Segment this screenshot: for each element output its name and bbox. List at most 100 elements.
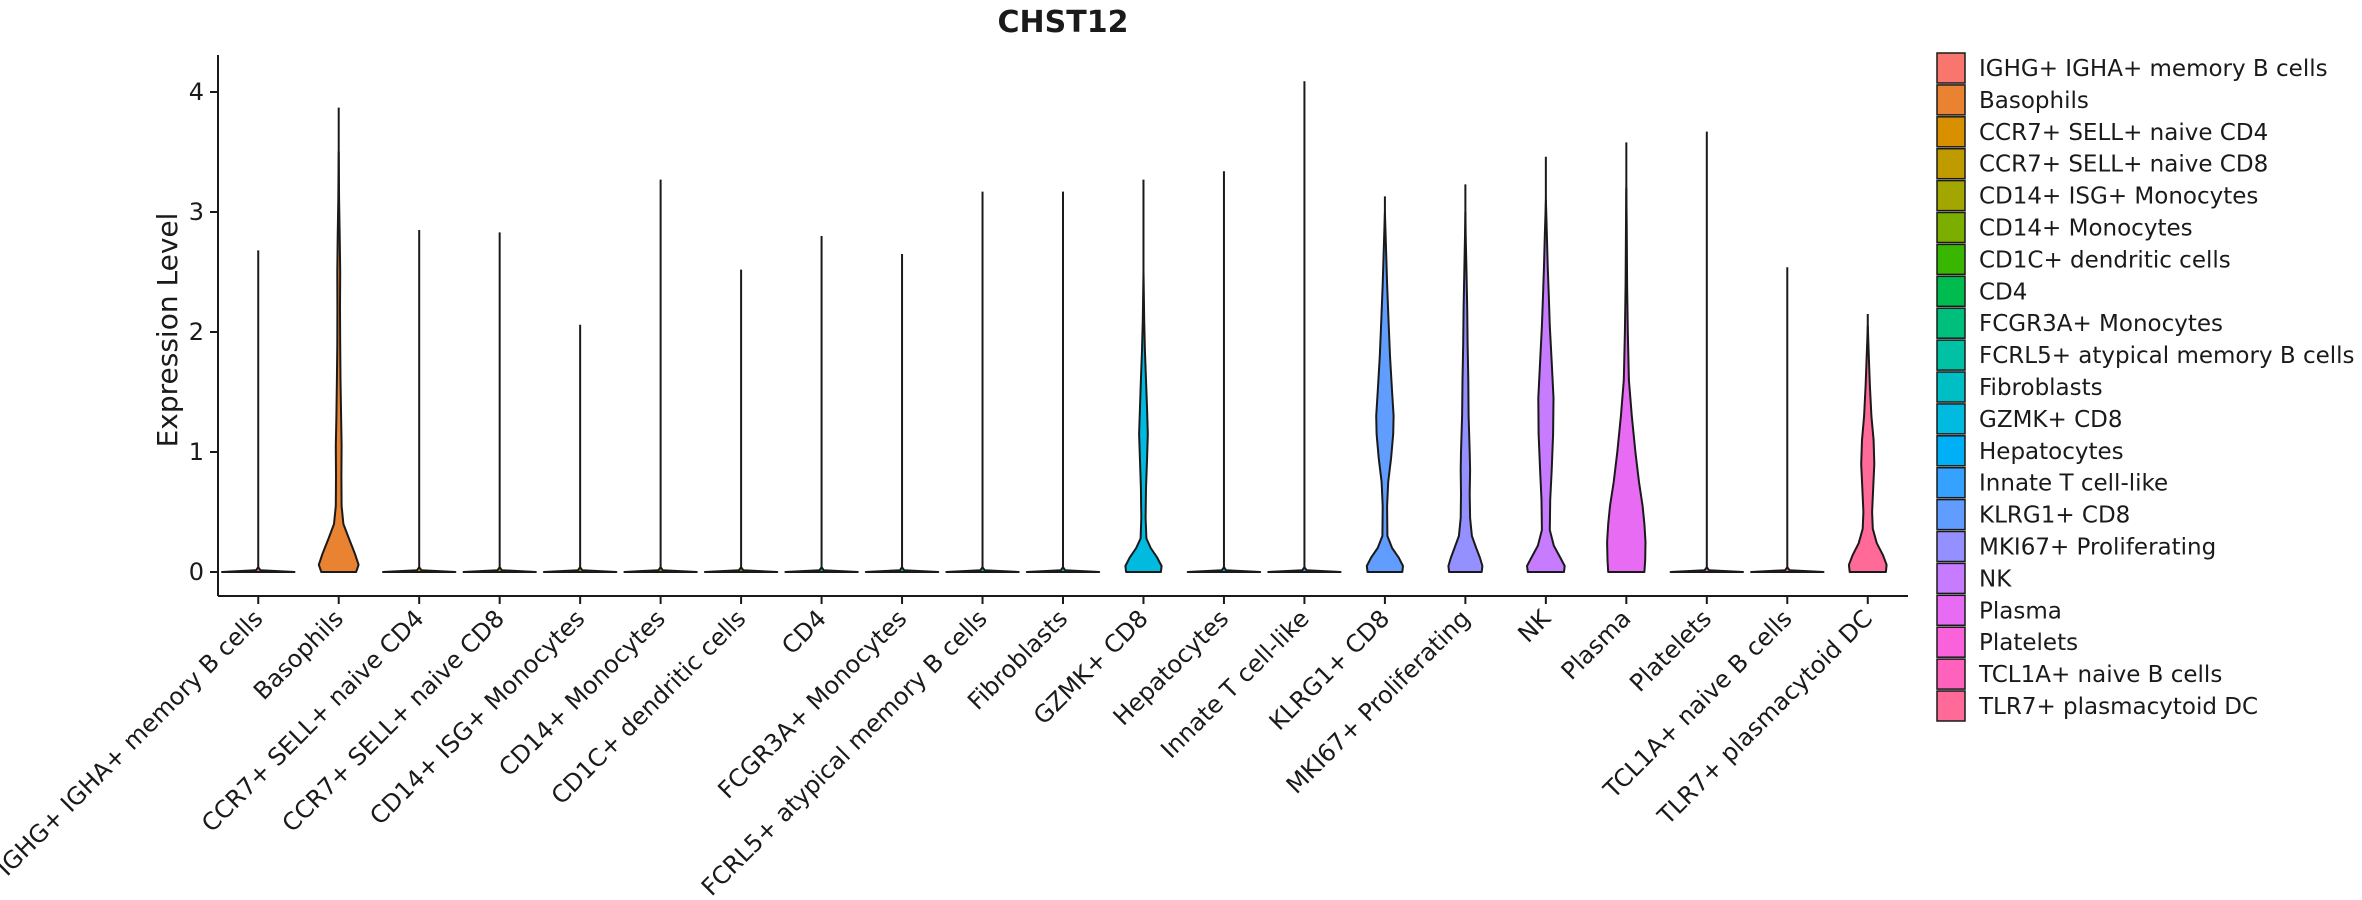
legend-label: CD14+ ISG+ Monocytes: [1979, 184, 2258, 210]
violin-body: [703, 566, 779, 573]
legend-item: Platelets: [1936, 626, 2078, 658]
legend-item: CD4: [1936, 275, 2027, 308]
y-tick-label: 2: [189, 318, 204, 346]
violin-7: [703, 269, 779, 573]
y-ticks: 0 1 2 3 4: [189, 78, 218, 586]
violin-body: [623, 566, 698, 573]
legend-key: [1936, 435, 1966, 467]
legend-label: Innate T cell-like: [1979, 471, 2168, 497]
x-tick-label: Plasma: [1556, 604, 1637, 685]
legend-item: NK: [1936, 562, 2012, 595]
legend-label: MKI67+ Proliferating: [1979, 535, 2216, 561]
legend-item: CD14+ ISG+ Monocytes: [1936, 179, 2258, 212]
legend-label: Platelets: [1979, 630, 2078, 656]
legend-item: Hepatocytes: [1936, 435, 2124, 467]
legend-label: CD4: [1979, 279, 2027, 305]
violin-body: [1669, 566, 1744, 573]
legend-item: CCR7+ SELL+ naive CD4: [1936, 116, 2268, 148]
violin-body: [945, 566, 1020, 573]
violin-6: [623, 179, 698, 573]
legend-label: CD1C+ dendritic cells: [1979, 247, 2231, 273]
legend-item: CCR7+ SELL+ naive CD8: [1936, 147, 2268, 180]
violin-4: [462, 232, 537, 573]
legend-label: KLRG1+ CD8: [1979, 503, 2130, 529]
legend-label: GZMK+ CD8: [1979, 407, 2123, 433]
legend-key: [1936, 339, 1966, 371]
legend-item: CD14+ Monocytes: [1936, 211, 2193, 244]
violin-body: [462, 566, 537, 573]
violin-body: [1365, 211, 1404, 573]
legend-key: [1936, 84, 1966, 116]
violin-8: [784, 236, 859, 573]
violin-body: [1124, 271, 1163, 573]
legend-key: [1936, 594, 1966, 627]
violin-body: [382, 566, 457, 573]
legend-key: [1936, 466, 1966, 499]
violin-1: [221, 250, 296, 573]
legend-key: [1936, 690, 1966, 722]
legend: IGHG+ IGHA+ memory B cells Basophils CCR7+…: [1936, 52, 2355, 722]
violin-15: [1365, 196, 1404, 573]
violin-body: [1750, 566, 1825, 573]
x-tick-label: NK: [1512, 604, 1557, 649]
legend-item: KLRG1+ CD8: [1936, 498, 2130, 531]
legend-label: CCR7+ SELL+ naive CD8: [1979, 152, 2268, 178]
violin-layer: [221, 81, 1888, 573]
legend-key: [1936, 307, 1966, 339]
legend-key: [1936, 179, 1966, 212]
violin-body: [317, 151, 360, 573]
legend-key: [1936, 275, 1966, 308]
legend-label: TCL1A+ naive B cells: [1978, 662, 2222, 688]
legend-label: FCRL5+ atypical memory B cells: [1979, 343, 2355, 369]
legend-label: Plasma: [1979, 598, 2062, 624]
x-tick-label: FCRL5+ atypical memory B cells: [696, 604, 993, 900]
violin-20: [1750, 267, 1825, 573]
legend-item: IGHG+ IGHA+ memory B cells: [1936, 52, 2328, 84]
legend-label: IGHG+ IGHA+ memory B cells: [1979, 56, 2328, 82]
legend-label: TLR7+ plasmacytoid DC: [1978, 694, 2258, 720]
violin-body: [1847, 325, 1888, 573]
legend-key: [1936, 498, 1966, 531]
legend-key: [1936, 371, 1966, 403]
violin-body: [221, 566, 296, 573]
violin-9: [864, 254, 940, 573]
legend-item: TCL1A+ naive B cells: [1936, 658, 2222, 690]
violin-11: [1025, 191, 1101, 573]
legend-key: [1936, 530, 1966, 563]
violin-body: [1526, 199, 1566, 573]
y-tick-label: 4: [189, 78, 204, 106]
violin-body: [784, 566, 859, 573]
legend-item: MKI67+ Proliferating: [1936, 530, 2216, 563]
legend-label: CD14+ Monocytes: [1979, 216, 2193, 242]
violin-21: [1847, 314, 1888, 573]
legend-item: Basophils: [1936, 84, 2089, 116]
legend-label: Hepatocytes: [1979, 439, 2124, 465]
x-tick-label: IGHG+ IGHA+ memory B cells: [0, 604, 268, 881]
violin-body: [1606, 187, 1647, 573]
legend-item: TLR7+ plasmacytoid DC: [1936, 690, 2258, 722]
violin-10: [945, 191, 1020, 573]
violin-3: [382, 230, 457, 573]
legend-item: FCRL5+ atypical memory B cells: [1936, 339, 2355, 371]
legend-item: Innate T cell-like: [1936, 466, 2168, 499]
legend-key: [1936, 658, 1966, 690]
legend-key: [1936, 52, 1966, 84]
violin-body: [864, 566, 940, 573]
legend-key: [1936, 211, 1966, 244]
violin-5: [542, 324, 618, 573]
legend-key: [1936, 116, 1966, 148]
violin-body: [1267, 566, 1342, 573]
violin-body: [1186, 566, 1262, 573]
y-axis-label: Expression Level: [151, 213, 184, 448]
y-tick-label: 1: [189, 438, 204, 466]
violin-12: [1124, 179, 1163, 573]
y-tick-label: 0: [189, 558, 204, 586]
legend-item: FCGR3A+ Monocytes: [1936, 307, 2223, 339]
x-tick-label: Innate T cell-like: [1155, 604, 1314, 763]
legend-key: [1936, 147, 1966, 180]
legend-label: NK: [1979, 566, 2012, 592]
legend-label: CCR7+ SELL+ naive CD4: [1979, 120, 2268, 146]
legend-item: Fibroblasts: [1936, 371, 2103, 403]
legend-key: [1936, 562, 1966, 595]
